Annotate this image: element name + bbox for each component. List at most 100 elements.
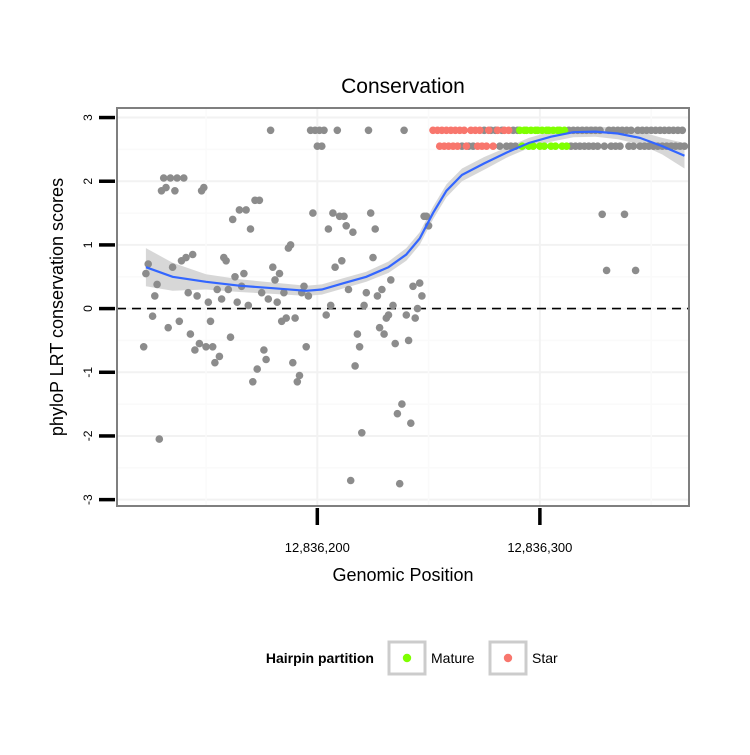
- point-other: [353, 330, 362, 338]
- point-other: [202, 343, 210, 351]
- x-tick-label: 12,836,300: [507, 540, 572, 555]
- x-axis: 12,836,200 12,836,300: [285, 508, 572, 555]
- legend-item-mature: Mature: [387, 640, 475, 676]
- point-other: [400, 126, 408, 135]
- point-other: [602, 266, 611, 275]
- point-other: [151, 292, 159, 300]
- point-other: [329, 209, 337, 217]
- point-other: [631, 266, 640, 275]
- point-other: [260, 346, 268, 354]
- point-other: [233, 298, 241, 307]
- point-other: [411, 314, 420, 322]
- point-other: [291, 314, 299, 322]
- point-other: [413, 304, 422, 313]
- point-other: [380, 330, 388, 338]
- point-other: [139, 343, 148, 351]
- point-other: [246, 225, 255, 233]
- point-other: [418, 292, 426, 300]
- point-other: [395, 479, 404, 488]
- point-other: [302, 343, 311, 351]
- legend-key-mature: [387, 640, 427, 676]
- point-star: [462, 142, 471, 150]
- legend-symbol-mature: [402, 653, 412, 663]
- smooth-confidence-band: [145, 126, 685, 296]
- point-other: [148, 312, 157, 321]
- point-mature: [562, 142, 571, 150]
- point-other: [598, 210, 606, 219]
- point-other: [362, 288, 371, 297]
- point-other: [264, 295, 273, 303]
- point-other: [286, 241, 295, 249]
- point-star: [504, 126, 513, 135]
- point-other: [371, 225, 380, 233]
- point-other: [627, 126, 635, 135]
- point-other: [173, 174, 181, 182]
- point-other: [193, 292, 201, 300]
- point-other: [331, 263, 339, 272]
- point-star: [453, 142, 462, 150]
- point-other: [678, 126, 687, 135]
- point-other: [358, 429, 366, 437]
- legend-label-mature: Mature: [431, 650, 475, 666]
- y-tick-label: -1: [81, 367, 95, 378]
- point-other: [257, 288, 266, 297]
- point-other: [338, 257, 346, 265]
- point-other: [240, 269, 248, 278]
- point-other: [293, 378, 302, 386]
- point-other: [282, 314, 291, 322]
- point-other: [340, 212, 348, 221]
- point-other: [200, 183, 208, 192]
- panel-border: [116, 107, 690, 507]
- y-tick-label: -3: [81, 494, 95, 505]
- point-other: [244, 301, 253, 310]
- point-other: [273, 298, 282, 307]
- point-other: [180, 174, 188, 182]
- point-other: [206, 317, 215, 326]
- point-other: [402, 311, 411, 319]
- point-other: [344, 285, 353, 294]
- y-axis-label: phyloP LRT conservation scores: [47, 178, 67, 436]
- point-other: [415, 279, 424, 287]
- point-star: [484, 126, 493, 135]
- point-other: [593, 142, 602, 150]
- point-other: [387, 276, 395, 284]
- point-mature: [551, 142, 560, 150]
- point-other: [304, 292, 313, 300]
- point-other: [144, 260, 152, 268]
- point-star: [493, 126, 502, 135]
- point-other: [360, 301, 368, 310]
- y-tick-label: -2: [81, 430, 95, 441]
- legend-label-star: Star: [532, 650, 558, 666]
- x-axis-label: Genomic Position: [332, 565, 473, 585]
- legend-entries: Mature Star: [387, 640, 558, 676]
- point-other: [384, 311, 393, 319]
- point-other: [620, 210, 629, 219]
- point-other: [226, 333, 235, 342]
- point-other: [378, 285, 386, 294]
- smooth-line-group: [145, 130, 685, 292]
- point-other: [255, 196, 264, 205]
- legend: Hairpin partition Mature Star: [266, 640, 558, 676]
- point-other: [204, 298, 213, 307]
- point-other: [159, 174, 168, 182]
- point-other: [600, 142, 609, 150]
- point-other: [355, 343, 364, 351]
- point-other: [164, 323, 172, 332]
- point-other: [320, 126, 328, 135]
- legend-title: Hairpin partition: [266, 650, 374, 666]
- point-other: [409, 282, 417, 291]
- point-other: [369, 253, 377, 262]
- point-other: [346, 476, 355, 485]
- point-other: [195, 339, 204, 348]
- point-other: [318, 142, 326, 150]
- x-tick-label: 12,836,200: [285, 540, 350, 555]
- point-other: [182, 253, 190, 262]
- legend-symbol-star: [503, 653, 513, 663]
- point-other: [496, 142, 504, 150]
- point-other: [249, 378, 257, 386]
- point-other: [211, 358, 219, 367]
- point-other: [235, 206, 244, 214]
- plot-panel: [117, 108, 689, 506]
- point-other: [142, 269, 150, 278]
